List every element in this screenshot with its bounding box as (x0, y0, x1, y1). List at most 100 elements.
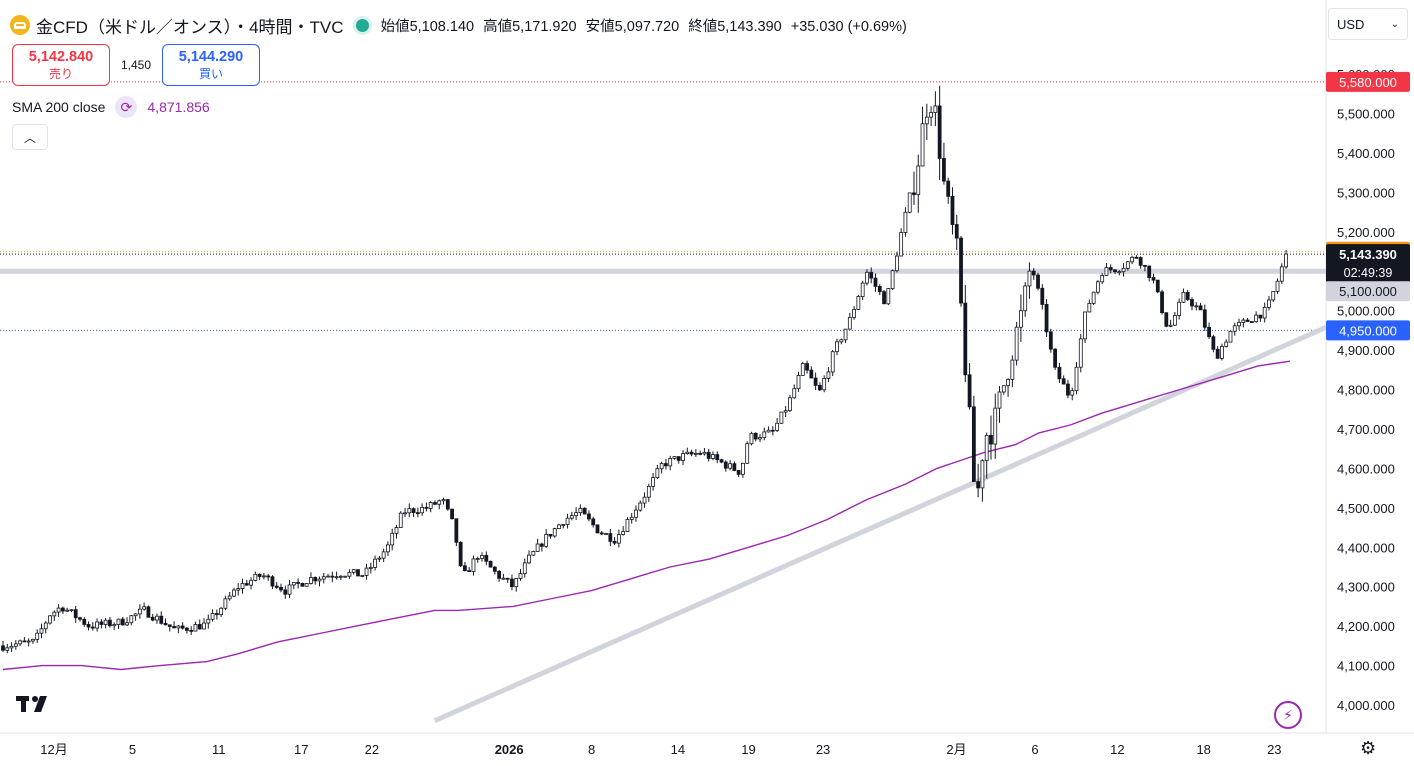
collapse-legend-button[interactable]: ︿ (12, 124, 48, 150)
symbol-header: 金CFD（米ドル／オンス）・4時間・TVC 始値5,108.140 高値5,17… (10, 12, 907, 38)
candle-body (330, 575, 335, 578)
candle-body (531, 551, 536, 556)
x-tick-label: 22 (365, 742, 379, 757)
sell-button[interactable]: 5,142.840 売り (12, 44, 110, 86)
candle-body (847, 317, 852, 330)
candle-body (732, 463, 737, 471)
candle-body (167, 624, 172, 627)
buy-price: 5,144.290 (178, 48, 244, 65)
candle-body (912, 192, 916, 196)
sma-value: 4,871.856 (147, 99, 210, 115)
settings-gear-icon[interactable]: ⚙ (1360, 738, 1377, 758)
candle-body (1134, 256, 1139, 259)
candle-body (475, 558, 480, 560)
candle-body (788, 397, 792, 412)
tradingview-logo-icon[interactable] (16, 692, 54, 720)
candle-body (762, 431, 767, 438)
candle-body (1190, 299, 1194, 307)
candle-body (903, 211, 908, 233)
candle-body (685, 451, 690, 454)
candle-body (223, 598, 228, 609)
candle-body (146, 606, 151, 618)
candle-body (236, 588, 241, 591)
candle-body (338, 575, 343, 578)
candle-body (1211, 336, 1216, 350)
candle-body (317, 578, 322, 582)
candle-body (638, 502, 643, 511)
candle-body (78, 617, 82, 620)
candle-body (865, 271, 869, 284)
gold-logo-icon (10, 15, 30, 35)
candle-body (548, 534, 553, 537)
candle-body (403, 512, 407, 515)
candle-body (415, 512, 420, 515)
candle-body (137, 608, 142, 615)
y-tick-label: 4,100.000 (1337, 659, 1395, 674)
candle-body (189, 629, 194, 632)
candle-body (1108, 267, 1113, 271)
candle-body (715, 454, 720, 461)
symbol-title[interactable]: 金CFD（米ドル／オンス）・4時間・TVC (36, 17, 344, 37)
candle-body (1194, 305, 1199, 308)
sma-refresh-icon[interactable]: ⟳ (115, 96, 138, 118)
lightning-icon[interactable]: ⚡ (1274, 701, 1302, 729)
axis-price-label-text: 5,100.000 (1339, 284, 1397, 299)
sma-200-line (2, 360, 1291, 671)
candle-body (501, 577, 506, 580)
candle-body (377, 557, 382, 560)
candle-body (343, 575, 348, 578)
candle-body (852, 309, 857, 318)
candle-body (142, 606, 147, 610)
candle-body (890, 270, 895, 289)
candle-body (877, 286, 882, 293)
sma-legend[interactable]: SMA 200 close ⟳ 4,871.856 (12, 96, 210, 118)
candle-body (1053, 348, 1058, 368)
candle-body (1070, 390, 1075, 396)
candle-body (1001, 385, 1006, 393)
buy-label: 買い (198, 66, 223, 81)
candle-body (980, 460, 985, 489)
candle-body (1215, 348, 1220, 359)
candle-body (792, 388, 797, 399)
candle-body (1006, 379, 1010, 387)
candle-body (112, 624, 117, 627)
candle-body (954, 224, 959, 239)
candle-body (116, 618, 121, 625)
candle-body (655, 468, 660, 479)
close-label: 終値 (688, 18, 718, 35)
candle-body (1078, 338, 1083, 368)
high-value: 5,171.920 (512, 18, 577, 35)
candle-body (809, 369, 814, 379)
candle-body (924, 116, 929, 125)
candle-body (608, 533, 613, 542)
candle-body (334, 576, 339, 579)
candle-body (873, 277, 878, 287)
candle-body (933, 105, 938, 113)
buy-button[interactable]: 5,144.290 買い (162, 44, 260, 86)
candle-body (214, 613, 219, 616)
candle-body (668, 458, 673, 467)
candle-body (1040, 287, 1045, 305)
x-tick-label: 18 (1196, 742, 1210, 757)
candle-body (629, 516, 634, 520)
candle-body (907, 192, 912, 213)
live-dot-icon (355, 18, 369, 32)
y-tick-label: 4,000.000 (1337, 698, 1395, 713)
candle-body (1228, 330, 1233, 343)
axis-price-label-bg (1326, 71, 1410, 92)
candle-body (1117, 271, 1122, 274)
candle-body (155, 615, 159, 621)
candle-body (604, 533, 608, 535)
candle-body (860, 282, 865, 297)
candle-body (313, 577, 318, 582)
candle-body (1202, 309, 1207, 328)
candle-body (206, 618, 211, 624)
candle-body (411, 508, 416, 514)
currency-select[interactable]: USD ⌄ (1328, 8, 1408, 40)
candle-body (830, 351, 835, 373)
candle-body (1207, 326, 1211, 338)
candle-body (1023, 285, 1028, 312)
candle-body (835, 341, 839, 353)
candle-body (197, 624, 202, 630)
